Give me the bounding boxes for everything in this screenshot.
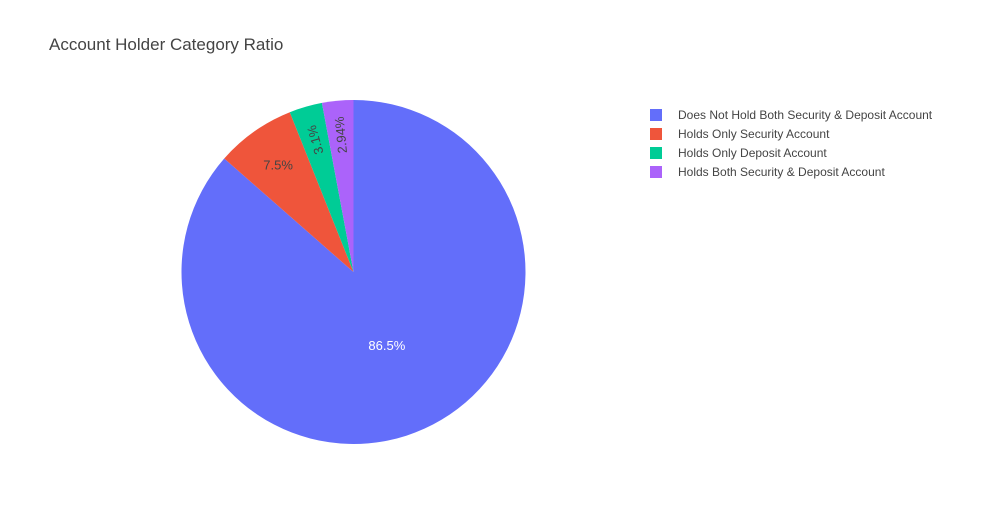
slice-label-0: 86.5% [368, 338, 405, 353]
legend-item-3[interactable]: Holds Both Security & Deposit Account [650, 162, 932, 181]
legend: Does Not Hold Both Security & Deposit Ac… [650, 105, 932, 181]
legend-swatch [650, 127, 662, 140]
legend-label: Does Not Hold Both Security & Deposit Ac… [678, 107, 933, 122]
pie-slice-2[interactable] [289, 102, 354, 273]
legend-swatch [650, 146, 662, 159]
legend-label: Holds Only Security Account [678, 126, 830, 141]
legend-swatch [650, 108, 662, 121]
legend-label: Holds Only Deposit Account [678, 145, 827, 160]
slice-label-3: 2.94% [332, 116, 350, 155]
pie-slice-3[interactable] [321, 100, 354, 272]
legend-label: Holds Both Security & Deposit Account [678, 164, 885, 179]
legend-item-0[interactable]: Does Not Hold Both Security & Deposit Ac… [650, 105, 932, 124]
pie-slice-1[interactable] [224, 112, 354, 272]
legend-item-1[interactable]: Holds Only Security Account [650, 124, 932, 143]
legend-item-2[interactable]: Holds Only Deposit Account [650, 143, 932, 162]
chart-title: Account Holder Category Ratio [49, 35, 284, 54]
legend-swatch [650, 165, 662, 178]
slice-label-1: 7.5% [263, 158, 293, 173]
